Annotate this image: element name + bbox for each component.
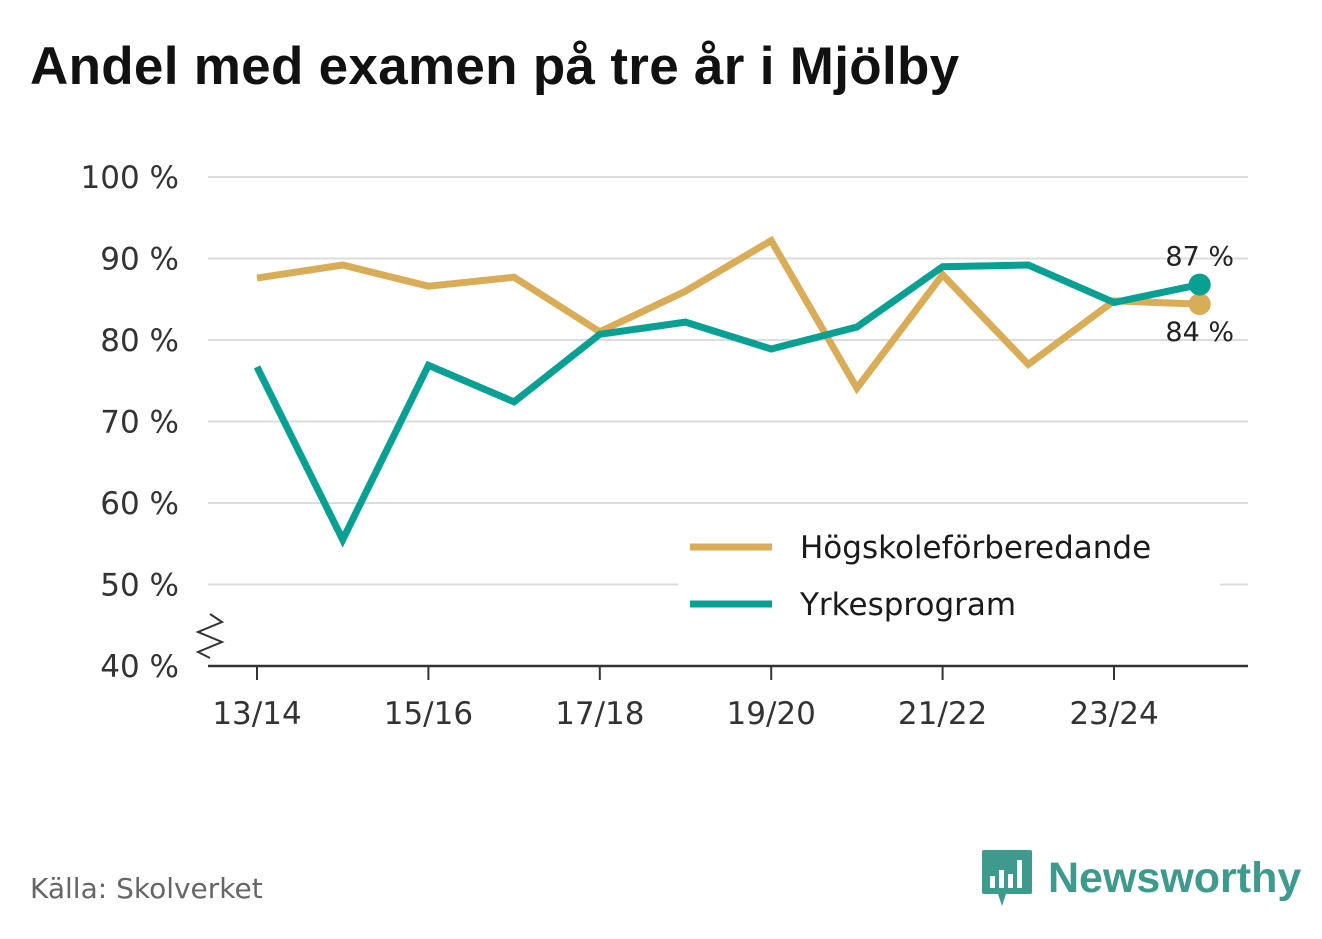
legend-background [678, 522, 1220, 634]
y-axis-break [195, 613, 225, 659]
y-tick-label: 40 % [100, 649, 179, 685]
newsworthy-logo-icon [982, 850, 1032, 906]
chart-title: Andel med examen på tre år i Mjölby [30, 37, 960, 96]
legend-label: Högskoleförberedande [800, 530, 1151, 566]
y-tick-label: 50 % [100, 568, 179, 604]
y-tick-label: 70 % [100, 405, 179, 441]
end-value-labels: 84 % 87 % [1165, 242, 1234, 349]
x-tick-label: 23/24 [1069, 696, 1158, 732]
brand-logo[interactable]: Newsworthy [980, 848, 1301, 908]
chart-series [253, 235, 1211, 548]
y-tick-label: 60 % [100, 486, 179, 522]
series-line [253, 261, 1201, 548]
chart-legend: Högskoleförberedande Yrkesprogram [678, 522, 1220, 634]
legend-label: Yrkesprogram [799, 587, 1016, 623]
y-tick-label: 100 % [81, 160, 179, 196]
x-tick-label: 19/20 [727, 696, 816, 732]
series-line [256, 235, 1200, 395]
y-axis-ticks: 40 % 50 % 60 % 70 % 80 % 90 % 100 % [81, 160, 179, 685]
series-end-point [1188, 273, 1211, 296]
x-axis: 13/14 15/16 17/18 19/20 21/22 23/24 [195, 613, 1248, 732]
y-tick-label: 80 % [100, 323, 179, 359]
x-tick-label: 13/14 [212, 696, 301, 732]
gridlines [208, 176, 1248, 586]
end-value-label: 84 % [1165, 317, 1234, 348]
x-tick-label: 15/16 [384, 696, 473, 732]
x-tick-label: 21/22 [898, 696, 987, 732]
end-value-label: 87 % [1165, 242, 1234, 273]
series-end-point [1188, 293, 1211, 316]
x-tick-label: 17/18 [555, 696, 644, 732]
brand-name: Newsworthy [1048, 853, 1302, 902]
source-note: Källa: Skolverket [30, 872, 263, 905]
y-tick-label: 90 % [100, 242, 179, 278]
